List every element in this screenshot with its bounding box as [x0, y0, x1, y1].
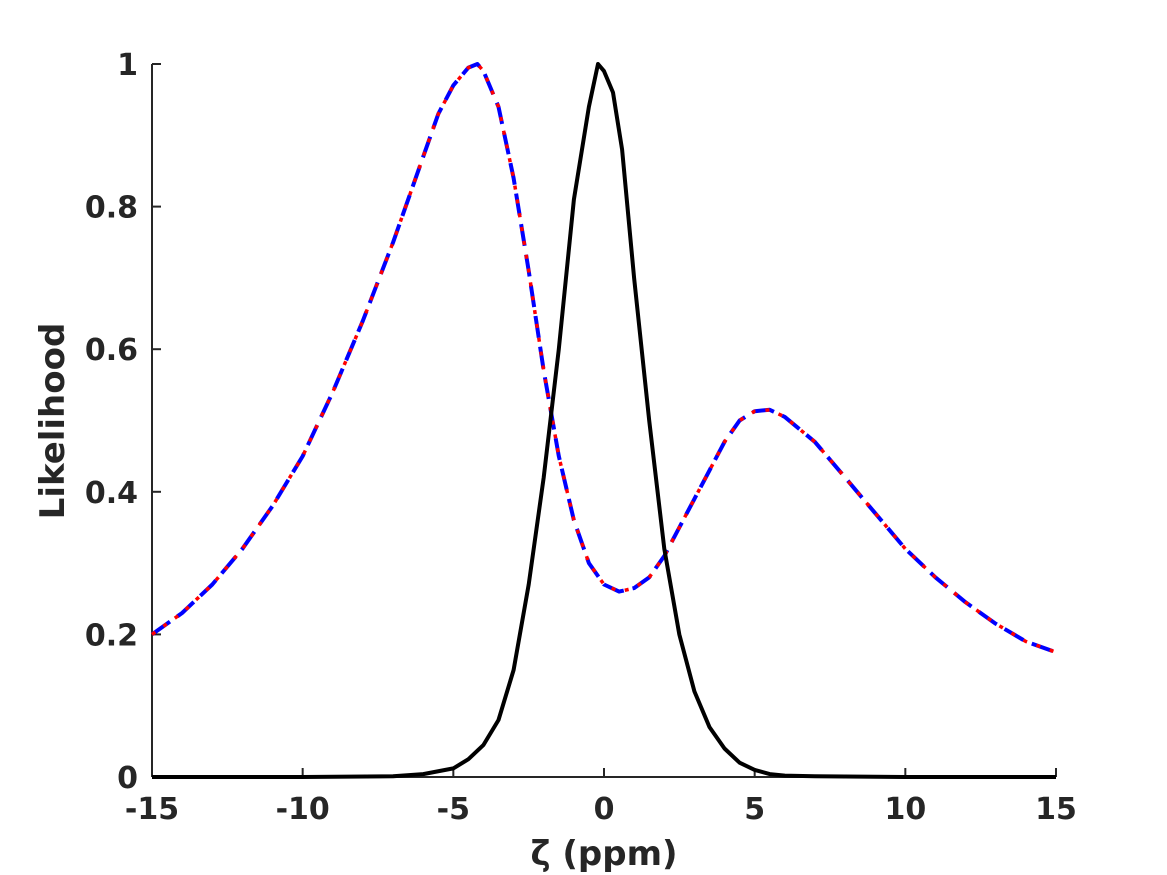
y-tick-label: 0.4 — [85, 476, 138, 511]
y-tick-label: 0.6 — [85, 333, 138, 368]
y-tick-label: 0.8 — [85, 191, 138, 226]
blue-dashed-series-line — [150, 62, 1057, 655]
x-tick-label: 10 — [884, 792, 926, 827]
x-tick-label: -5 — [437, 792, 470, 827]
x-tick-label: 15 — [1035, 792, 1077, 827]
x-tick-label: 5 — [744, 792, 765, 827]
series-layer — [150, 62, 1057, 779]
y-tick-label: 0 — [117, 761, 138, 796]
red-dotted-series-line — [150, 62, 1057, 654]
axes — [151, 64, 1056, 778]
x-tick-label: 0 — [594, 792, 615, 827]
y-tick-label: 0.2 — [85, 618, 138, 653]
y-axis-label: Likelihood — [33, 323, 73, 520]
black-solid-series-line — [152, 62, 1056, 779]
x-tick-label: -10 — [276, 792, 330, 827]
x-axis-label: ζ (ppm) — [530, 834, 677, 874]
ticks: -15 -10 -5 0 5 10 15 0 0.2 0.4 0.6 0.8 1 — [85, 48, 1077, 827]
x-tick-label: -15 — [125, 792, 179, 827]
y-tick-label: 1 — [117, 48, 138, 83]
